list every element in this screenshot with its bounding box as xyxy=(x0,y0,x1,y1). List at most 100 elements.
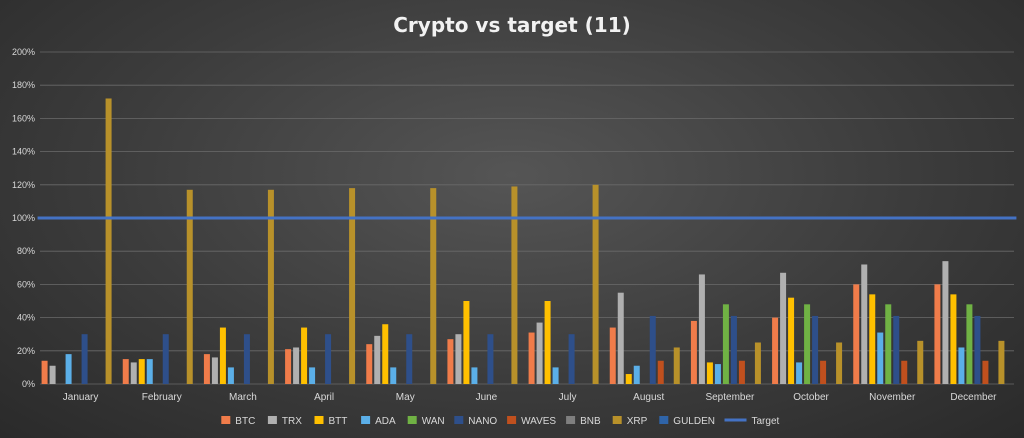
y-tick-label: 40% xyxy=(17,313,35,323)
bar-xrp xyxy=(917,340,924,384)
legend-swatch-ada xyxy=(361,416,371,424)
y-tick-label: 60% xyxy=(17,279,35,289)
bar-waves xyxy=(657,360,664,384)
y-tick-label: 140% xyxy=(12,147,35,157)
bar-waves xyxy=(982,360,989,384)
x-category-label: June xyxy=(476,392,498,403)
legend-label-xrp: XRP xyxy=(627,416,648,427)
bar-xrp xyxy=(349,188,356,384)
legend-label-btc: BTC xyxy=(235,416,255,427)
legend-swatch-nano xyxy=(454,416,464,424)
legend-label-nano: NANO xyxy=(468,416,497,427)
bar-btc xyxy=(122,359,129,384)
bar-btt xyxy=(301,327,308,384)
legend-swatch-trx xyxy=(267,416,277,424)
legend-swatch-btc xyxy=(221,416,231,424)
x-category-label: August xyxy=(633,392,664,403)
bar-trx xyxy=(780,272,787,384)
legend-label-waves: WAVES xyxy=(521,416,556,427)
bar-nano xyxy=(325,334,332,384)
y-tick-label: 20% xyxy=(17,346,35,356)
bar-trx xyxy=(536,322,543,384)
bar-ada xyxy=(633,365,640,384)
legend-label-gulden: GULDEN xyxy=(673,416,715,427)
legend-swatch-bnb xyxy=(566,416,576,424)
bar-xrp xyxy=(754,342,761,384)
bar-trx xyxy=(455,334,462,384)
bar-xrp xyxy=(998,340,1005,384)
bar-btt xyxy=(625,374,632,384)
bar-btt xyxy=(463,301,470,384)
bar-btt xyxy=(950,294,957,384)
bar-btc xyxy=(772,317,779,384)
legend-label-trx: TRX xyxy=(282,416,302,427)
bar-nano xyxy=(730,315,737,384)
x-category-label: December xyxy=(950,392,997,403)
bar-waves xyxy=(820,360,827,384)
x-category-label: November xyxy=(869,392,916,403)
bar-wan xyxy=(885,304,892,384)
x-axis-category-labels: January February March April May June July Augu… xyxy=(63,392,997,403)
bar-btc xyxy=(447,339,454,384)
bar-ada xyxy=(146,359,153,384)
bar-nano xyxy=(812,315,819,384)
bar-ada xyxy=(309,367,316,384)
legend-label-target: Target xyxy=(752,416,780,427)
bar-wan xyxy=(804,304,811,384)
x-category-label: October xyxy=(793,392,829,403)
x-category-label: July xyxy=(559,392,577,403)
bar-trx xyxy=(942,261,949,384)
legend-label-btt: BTT xyxy=(329,416,348,427)
bar-ada xyxy=(796,362,803,384)
bar-trx xyxy=(293,347,300,384)
bar-ada xyxy=(65,354,72,384)
legend-swatch-btt xyxy=(314,416,324,424)
bar-nano xyxy=(406,334,413,384)
y-tick-label: 80% xyxy=(17,246,35,256)
bar-wan xyxy=(722,304,729,384)
bar-wan xyxy=(966,304,973,384)
bar-nano xyxy=(893,315,900,384)
y-tick-label: 0% xyxy=(22,379,35,389)
y-tick-label: 200% xyxy=(12,47,35,57)
x-category-label: March xyxy=(229,392,257,403)
x-category-label: February xyxy=(142,392,182,403)
bar-nano xyxy=(568,334,575,384)
y-tick-label: 180% xyxy=(12,80,35,90)
bar-xrp xyxy=(186,189,193,384)
bar-trx xyxy=(698,274,705,384)
bar-ada xyxy=(958,347,965,384)
bar-trx xyxy=(374,335,381,384)
legend-label-ada: ADA xyxy=(375,416,396,427)
bar-xrp xyxy=(105,98,112,384)
chart-title: Crypto vs target (11) xyxy=(393,13,631,37)
bar-btt xyxy=(544,301,551,384)
bar-ada xyxy=(552,367,559,384)
y-tick-label: 100% xyxy=(12,213,35,223)
x-category-label: September xyxy=(705,392,755,403)
bar-xrp xyxy=(673,347,680,384)
legend-label-bnb: BNB xyxy=(580,416,601,427)
bar-trx xyxy=(861,264,868,384)
bar-ada xyxy=(714,364,721,384)
bar-ada xyxy=(877,332,884,384)
legend-label-wan: WAN xyxy=(422,416,445,427)
bar-nano xyxy=(243,334,250,384)
bar-btt xyxy=(788,297,795,384)
bar-trx xyxy=(617,292,624,384)
legend-swatch-wan xyxy=(407,416,417,424)
bar-btt xyxy=(869,294,876,384)
bar-trx xyxy=(130,362,137,384)
x-category-label: April xyxy=(314,392,334,403)
bar-nano xyxy=(487,334,494,384)
bar-btt xyxy=(382,324,389,384)
bar-btt xyxy=(219,327,226,384)
bar-btc xyxy=(934,284,941,384)
legend-swatch-waves xyxy=(507,416,517,424)
legend-swatch-xrp xyxy=(612,416,622,424)
legend: BTC TRX BTT ADA WAN NANO WAVES BNB XRP GULDEN Targ… xyxy=(221,416,780,427)
bar-btt xyxy=(138,359,145,384)
bar-xrp xyxy=(511,186,518,384)
bar-btc xyxy=(203,354,210,384)
bar-btc xyxy=(528,332,535,384)
